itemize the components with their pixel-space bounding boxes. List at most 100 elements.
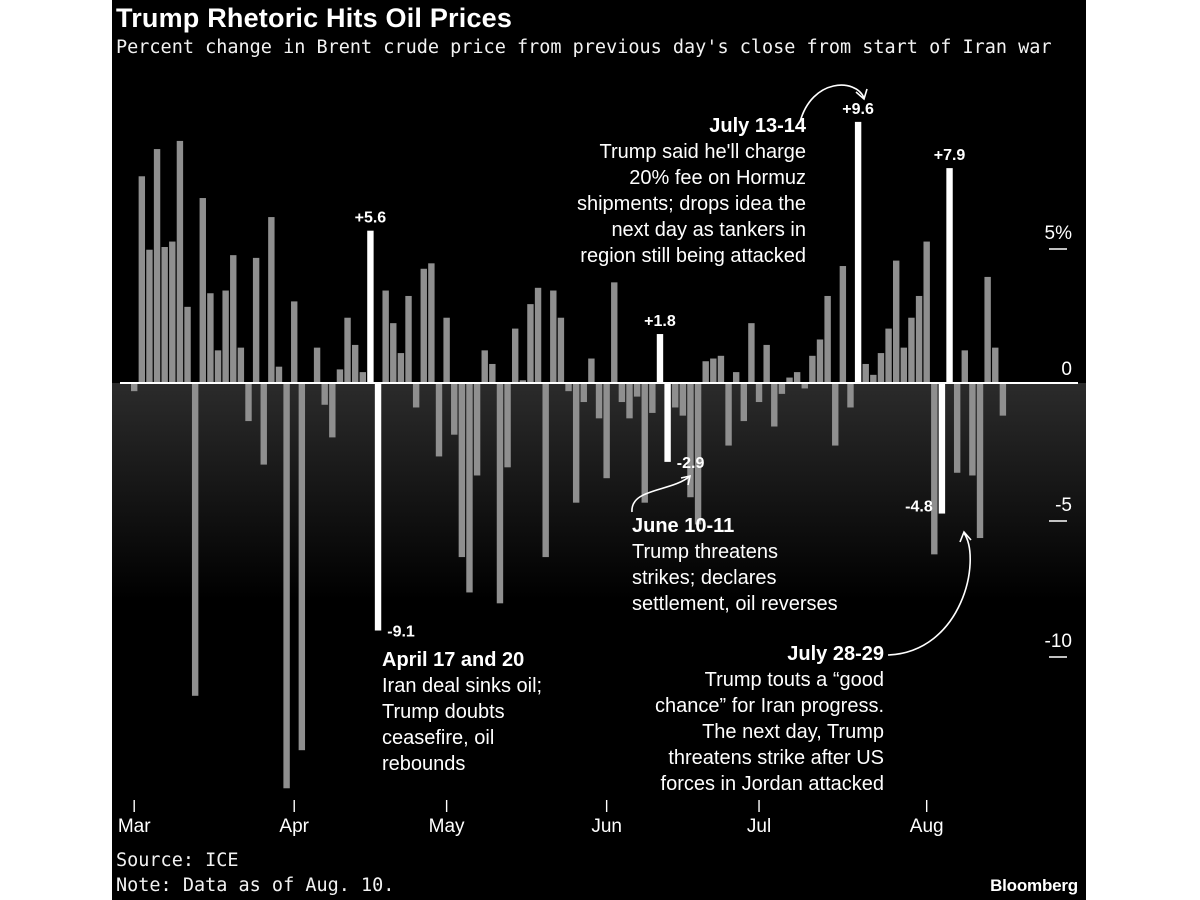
bar [435, 383, 443, 457]
june-arrowhead [680, 474, 692, 486]
bar [748, 323, 755, 383]
bar [382, 290, 389, 383]
bar [999, 383, 1007, 416]
bar [679, 383, 687, 416]
bar [557, 317, 565, 383]
bar [207, 293, 214, 383]
data-label: -9.1 [387, 624, 415, 641]
bar [283, 383, 290, 789]
annotation-april: April 17 and 20 Iran deal sinks oil; Tru… [382, 647, 542, 777]
bar [397, 353, 405, 383]
y-axis: 5% 0 -5 -10 [1045, 223, 1073, 658]
bar [633, 383, 641, 397]
bar [992, 347, 999, 383]
bar [504, 383, 511, 468]
bar [534, 287, 542, 383]
annotation-line: Iran deal sinks oil; [382, 675, 543, 697]
x-tick-label: Jun [591, 816, 622, 837]
bar [839, 266, 847, 383]
bar [816, 339, 824, 383]
bar [618, 383, 626, 403]
bars-group [131, 121, 1007, 789]
annotation-line: Trump touts a “good [704, 669, 884, 691]
bar [146, 249, 153, 383]
highlighted-bar [854, 121, 862, 383]
bar [169, 241, 176, 383]
bar [390, 323, 397, 383]
y-tick-label: -10 [1045, 631, 1072, 652]
x-tick-label: Jul [747, 816, 771, 837]
bar [298, 383, 306, 751]
bar [649, 383, 656, 413]
bar [809, 355, 816, 383]
bar [138, 176, 146, 383]
bar [260, 383, 267, 465]
bar [580, 383, 587, 403]
bar [458, 383, 466, 558]
bar [732, 372, 740, 383]
highlighted-bar [938, 383, 946, 514]
annotation-line: Trump threatens [632, 541, 778, 563]
july13-arrow-line [799, 84, 865, 123]
y-tick-label: 5% [1045, 223, 1073, 244]
bar [694, 383, 702, 525]
annotation-line: Trump doubts [382, 701, 505, 723]
annotation-line: settlement, oil reverses [632, 593, 838, 615]
x-axis: Mar Apr May Jun Jul Aug [118, 800, 944, 837]
data-label: +7.9 [934, 147, 966, 164]
bar [915, 295, 923, 383]
bar [405, 295, 412, 383]
july13-arrowhead [855, 88, 868, 101]
bar [755, 383, 763, 403]
bar [245, 383, 252, 422]
bar [702, 361, 709, 383]
bar [603, 383, 610, 479]
data-label: +1.8 [644, 313, 676, 330]
bar [961, 350, 968, 383]
bar [832, 383, 839, 446]
bar [329, 383, 336, 438]
bar [451, 383, 458, 435]
bar [527, 304, 534, 383]
bar [877, 353, 885, 383]
bar [595, 383, 603, 419]
bar [824, 295, 831, 383]
bar [489, 363, 496, 383]
bar [687, 383, 694, 498]
bar [443, 317, 450, 383]
annotation-line: Trump said he'll charge [599, 141, 806, 163]
x-tick-label: May [429, 816, 465, 837]
y-tick-label: -5 [1055, 495, 1072, 516]
bar [222, 290, 229, 383]
bar [496, 383, 504, 604]
bar [351, 344, 359, 383]
bar [344, 317, 351, 383]
annotation-line: threatens strike after US [668, 747, 884, 769]
bar [763, 344, 770, 383]
data-label: +5.6 [355, 210, 387, 227]
bar [519, 380, 527, 383]
bar [801, 383, 808, 389]
bar [565, 383, 572, 392]
bar [466, 383, 473, 593]
bar [313, 347, 321, 383]
annotation-july28: July 28-29 Trump touts a “good chance” f… [582, 641, 884, 797]
x-tick-label: Mar [118, 816, 151, 837]
bar [420, 268, 427, 383]
bar [725, 383, 732, 446]
data-label: +9.6 [842, 101, 874, 118]
highlighted-bar [374, 383, 382, 631]
bar [199, 198, 206, 383]
highlighted-bar [656, 334, 664, 383]
annotation-line: region still being attacked [580, 245, 806, 267]
bar [778, 383, 786, 394]
highlighted-bar [367, 230, 374, 383]
bar [230, 255, 237, 383]
highlighted-bar [946, 168, 953, 383]
annotation-line: next day as tankers in [611, 219, 806, 241]
bar [321, 383, 328, 405]
annotation-june: June 10-11 Trump threatens strikes; decl… [632, 513, 838, 617]
bar [550, 290, 557, 383]
bloomberg-logo: Bloomberg [990, 876, 1078, 895]
bar [923, 241, 930, 383]
